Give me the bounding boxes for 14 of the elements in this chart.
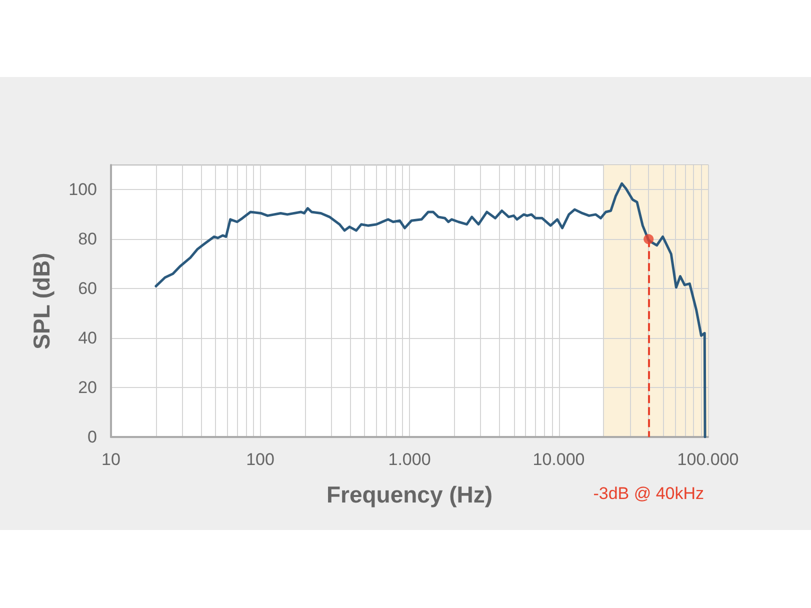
y-tick-label: 80 — [78, 230, 97, 249]
y-axis-title: SPL (dB) — [28, 252, 54, 350]
x-tick-label: 10 — [102, 450, 120, 469]
x-tick-label: 10.000 — [532, 450, 585, 469]
x-axis-title: Frequency (Hz) — [326, 482, 493, 508]
y-tick-label: 0 — [88, 428, 97, 446]
x-tick-label: 100.000 — [677, 450, 739, 469]
x-tick-label: 1.000 — [388, 450, 431, 469]
ref-line-label: -3dB @ 40kHz — [593, 484, 704, 503]
x-tick-label: 100 — [246, 450, 274, 469]
y-tick-label: 60 — [78, 279, 97, 298]
y-tick-label: 20 — [78, 378, 97, 398]
y-tick-label: 100 — [68, 180, 97, 200]
y-tick-label: 40 — [78, 328, 97, 348]
